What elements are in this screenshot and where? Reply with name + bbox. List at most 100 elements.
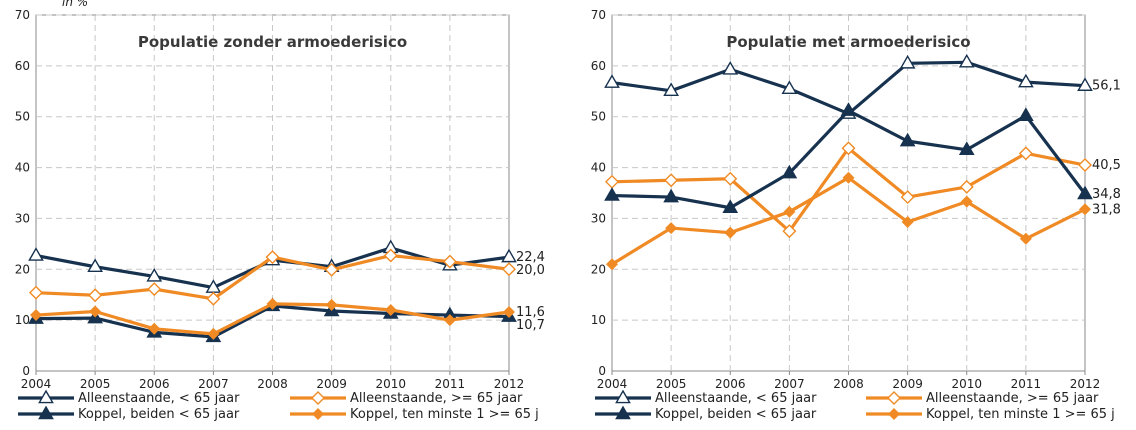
y-tick-label: 40	[15, 161, 30, 175]
end-value-label: 40,5	[1092, 158, 1121, 173]
y-axis-label: in %	[62, 0, 88, 9]
data-point	[606, 258, 618, 271]
data-point	[324, 262, 339, 277]
data-point	[88, 288, 103, 303]
data-point	[840, 102, 857, 116]
series-4	[606, 171, 1091, 271]
data-point	[1077, 185, 1093, 200]
data-point	[900, 190, 915, 205]
x-tick-label: 2008	[257, 377, 288, 391]
x-tick-label: 2006	[139, 377, 170, 391]
legend-item-2: Alleenstaande, >= 65 jaar	[290, 391, 523, 406]
x-tick-label: 2011	[1011, 377, 1042, 391]
legend-label: Alleenstaande, < 65 jaar	[655, 391, 817, 406]
legend-item-3: Koppel, beiden < 65 jaar	[18, 405, 240, 422]
legend-marker	[38, 405, 54, 420]
data-point	[325, 298, 338, 311]
data-point	[1018, 107, 1034, 121]
data-point	[604, 74, 620, 88]
legend-item-3: Koppel, beiden < 65 jaar	[595, 405, 817, 422]
x-tick-label: 2010	[375, 377, 406, 391]
end-value-label: 34,8	[1092, 187, 1121, 202]
y-tick-label: 70	[591, 8, 606, 22]
data-point	[87, 258, 103, 272]
data-point	[664, 173, 679, 188]
data-point	[29, 285, 43, 300]
data-point	[207, 327, 220, 340]
x-tick-label: 2004	[597, 377, 628, 391]
data-point	[148, 322, 161, 335]
legend-label: Koppel, ten minste 1 >= 65 j	[350, 407, 539, 422]
data-point	[958, 53, 975, 68]
chart-panel-1: 0 10 20 30 40 50 60 70 2004 2005 2006 2007 2008 2009 2…	[15, 8, 545, 422]
x-tick-label: 2011	[435, 377, 466, 391]
data-point	[266, 297, 279, 310]
y-tick-label: 60	[591, 59, 606, 73]
legend-label: Alleenstaande, >= 65 jaar	[926, 391, 1099, 406]
legend-item-1: Alleenstaande, < 65 jaar	[18, 389, 240, 406]
y-tick-label: 20	[15, 262, 30, 276]
legend-marker	[615, 389, 631, 404]
legend-marker	[615, 405, 631, 420]
x-tick-label: 2012	[494, 377, 525, 391]
data-point	[1018, 146, 1033, 161]
data-point	[665, 222, 678, 235]
data-point	[1079, 203, 1091, 216]
legend-marker	[311, 391, 325, 405]
data-point	[723, 171, 738, 186]
y-tick-label: 60	[15, 59, 30, 73]
end-value-label: 20,0	[516, 263, 545, 278]
series-2	[605, 141, 1092, 239]
data-point	[663, 82, 679, 97]
data-point	[783, 205, 796, 218]
data-point	[265, 250, 280, 265]
data-point	[146, 268, 163, 282]
data-point	[842, 171, 855, 184]
data-point	[959, 179, 974, 194]
legend-marker	[312, 408, 324, 420]
x-tick-label: 2007	[774, 377, 805, 391]
chart-panel-2: 0 10 20 30 40 50 60 70 2004 2005 2006 2007 2008 2009 2…	[591, 8, 1121, 422]
data-point	[899, 54, 916, 69]
y-tick-label: 30	[591, 211, 606, 225]
data-point	[782, 224, 797, 239]
data-point	[30, 309, 42, 322]
legend-item-4: Koppel, ten minste 1 >= 65 j	[290, 407, 539, 422]
end-value-label: 56,1	[1092, 79, 1121, 94]
data-point	[1018, 73, 1034, 88]
y-tick-label: 0	[22, 364, 30, 378]
legend-item-1: Alleenstaande, < 65 jaar	[595, 389, 817, 406]
legend-marker	[887, 391, 901, 405]
y-tick-label: 30	[15, 211, 30, 225]
data-point	[841, 141, 856, 156]
chart-title: Populatie zonder armoederisico	[138, 33, 407, 51]
data-point	[442, 254, 457, 269]
data-point	[383, 248, 398, 263]
legend-label: Koppel, ten minste 1 >= 65 j	[926, 407, 1115, 422]
end-value-label: 31,8	[1092, 202, 1121, 217]
data-point	[501, 248, 517, 263]
data-point	[958, 141, 975, 156]
data-point	[28, 247, 44, 261]
legend-label: Koppel, beiden < 65 jaar	[655, 407, 817, 422]
data-point	[384, 303, 397, 316]
data-point	[1019, 232, 1032, 245]
data-point	[443, 314, 456, 327]
x-tick-label: 2010	[951, 377, 982, 391]
data-point	[89, 305, 102, 318]
x-tick-label: 2005	[656, 377, 687, 391]
data-point	[722, 199, 739, 213]
data-point	[781, 80, 798, 94]
x-tick-label: 2004	[21, 377, 52, 391]
legend-label: Alleenstaande, >= 65 jaar	[350, 391, 523, 406]
y-tick-label: 10	[15, 313, 30, 327]
data-point	[781, 164, 798, 179]
data-point	[663, 188, 679, 203]
y-tick-label: 10	[591, 313, 606, 327]
data-point	[502, 262, 516, 277]
series-4	[30, 297, 515, 340]
y-tick-label: 50	[591, 110, 606, 124]
x-tick-label: 2005	[80, 377, 111, 391]
data-point	[147, 282, 162, 297]
end-value-label: 22,4	[516, 250, 545, 265]
